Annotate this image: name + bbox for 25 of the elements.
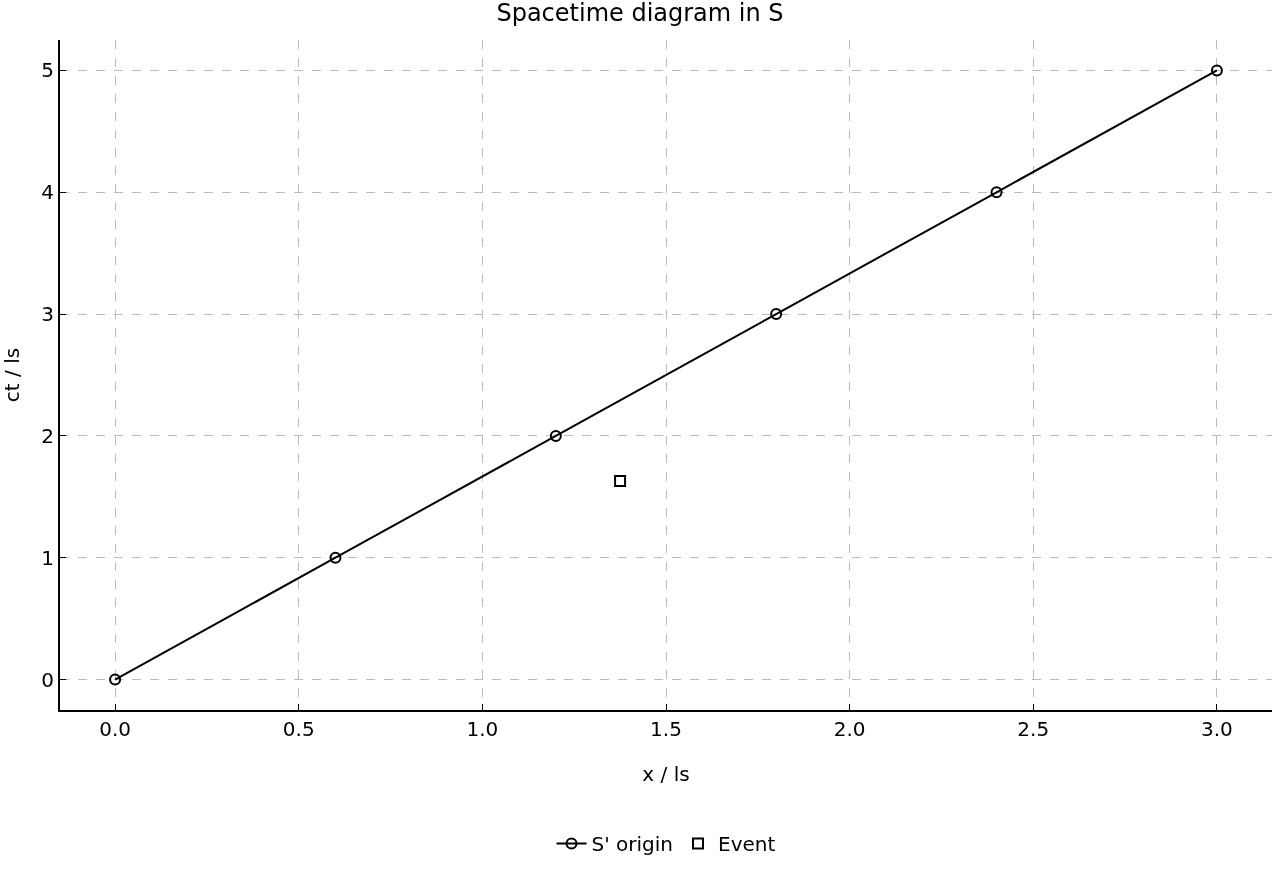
y-tick-label: 2: [41, 423, 54, 448]
x-tick-label: 1.5: [650, 717, 682, 741]
x-axis-title: x / ls: [642, 762, 690, 786]
x-tick-label: 0.5: [282, 717, 315, 741]
x-tick-label: 0.0: [99, 717, 131, 741]
chart-title: Spacetime diagram in S: [496, 0, 784, 28]
x-tick-label: 2.0: [833, 717, 866, 741]
legend-label: Event: [718, 832, 776, 857]
point: [770, 308, 783, 321]
y-tick-label: 3: [41, 302, 54, 327]
point: [329, 551, 342, 564]
point: [549, 429, 562, 442]
y-axis-title: ct / ls: [0, 347, 24, 403]
y-tick-label: 1: [41, 545, 54, 570]
x-tick-label: 1.0: [466, 717, 499, 741]
x-tick-label: 2.5: [1017, 717, 1050, 741]
point: [109, 673, 122, 686]
point: [990, 186, 1003, 199]
y-tick-label: 4: [41, 180, 54, 205]
y-tick-label: 0: [41, 667, 54, 692]
point: [1210, 64, 1223, 77]
y-tick-label: 5: [41, 58, 54, 83]
x-tick-label: 3.0: [1201, 717, 1233, 741]
legend-label: S' origin: [591, 832, 673, 857]
point: [614, 474, 627, 487]
